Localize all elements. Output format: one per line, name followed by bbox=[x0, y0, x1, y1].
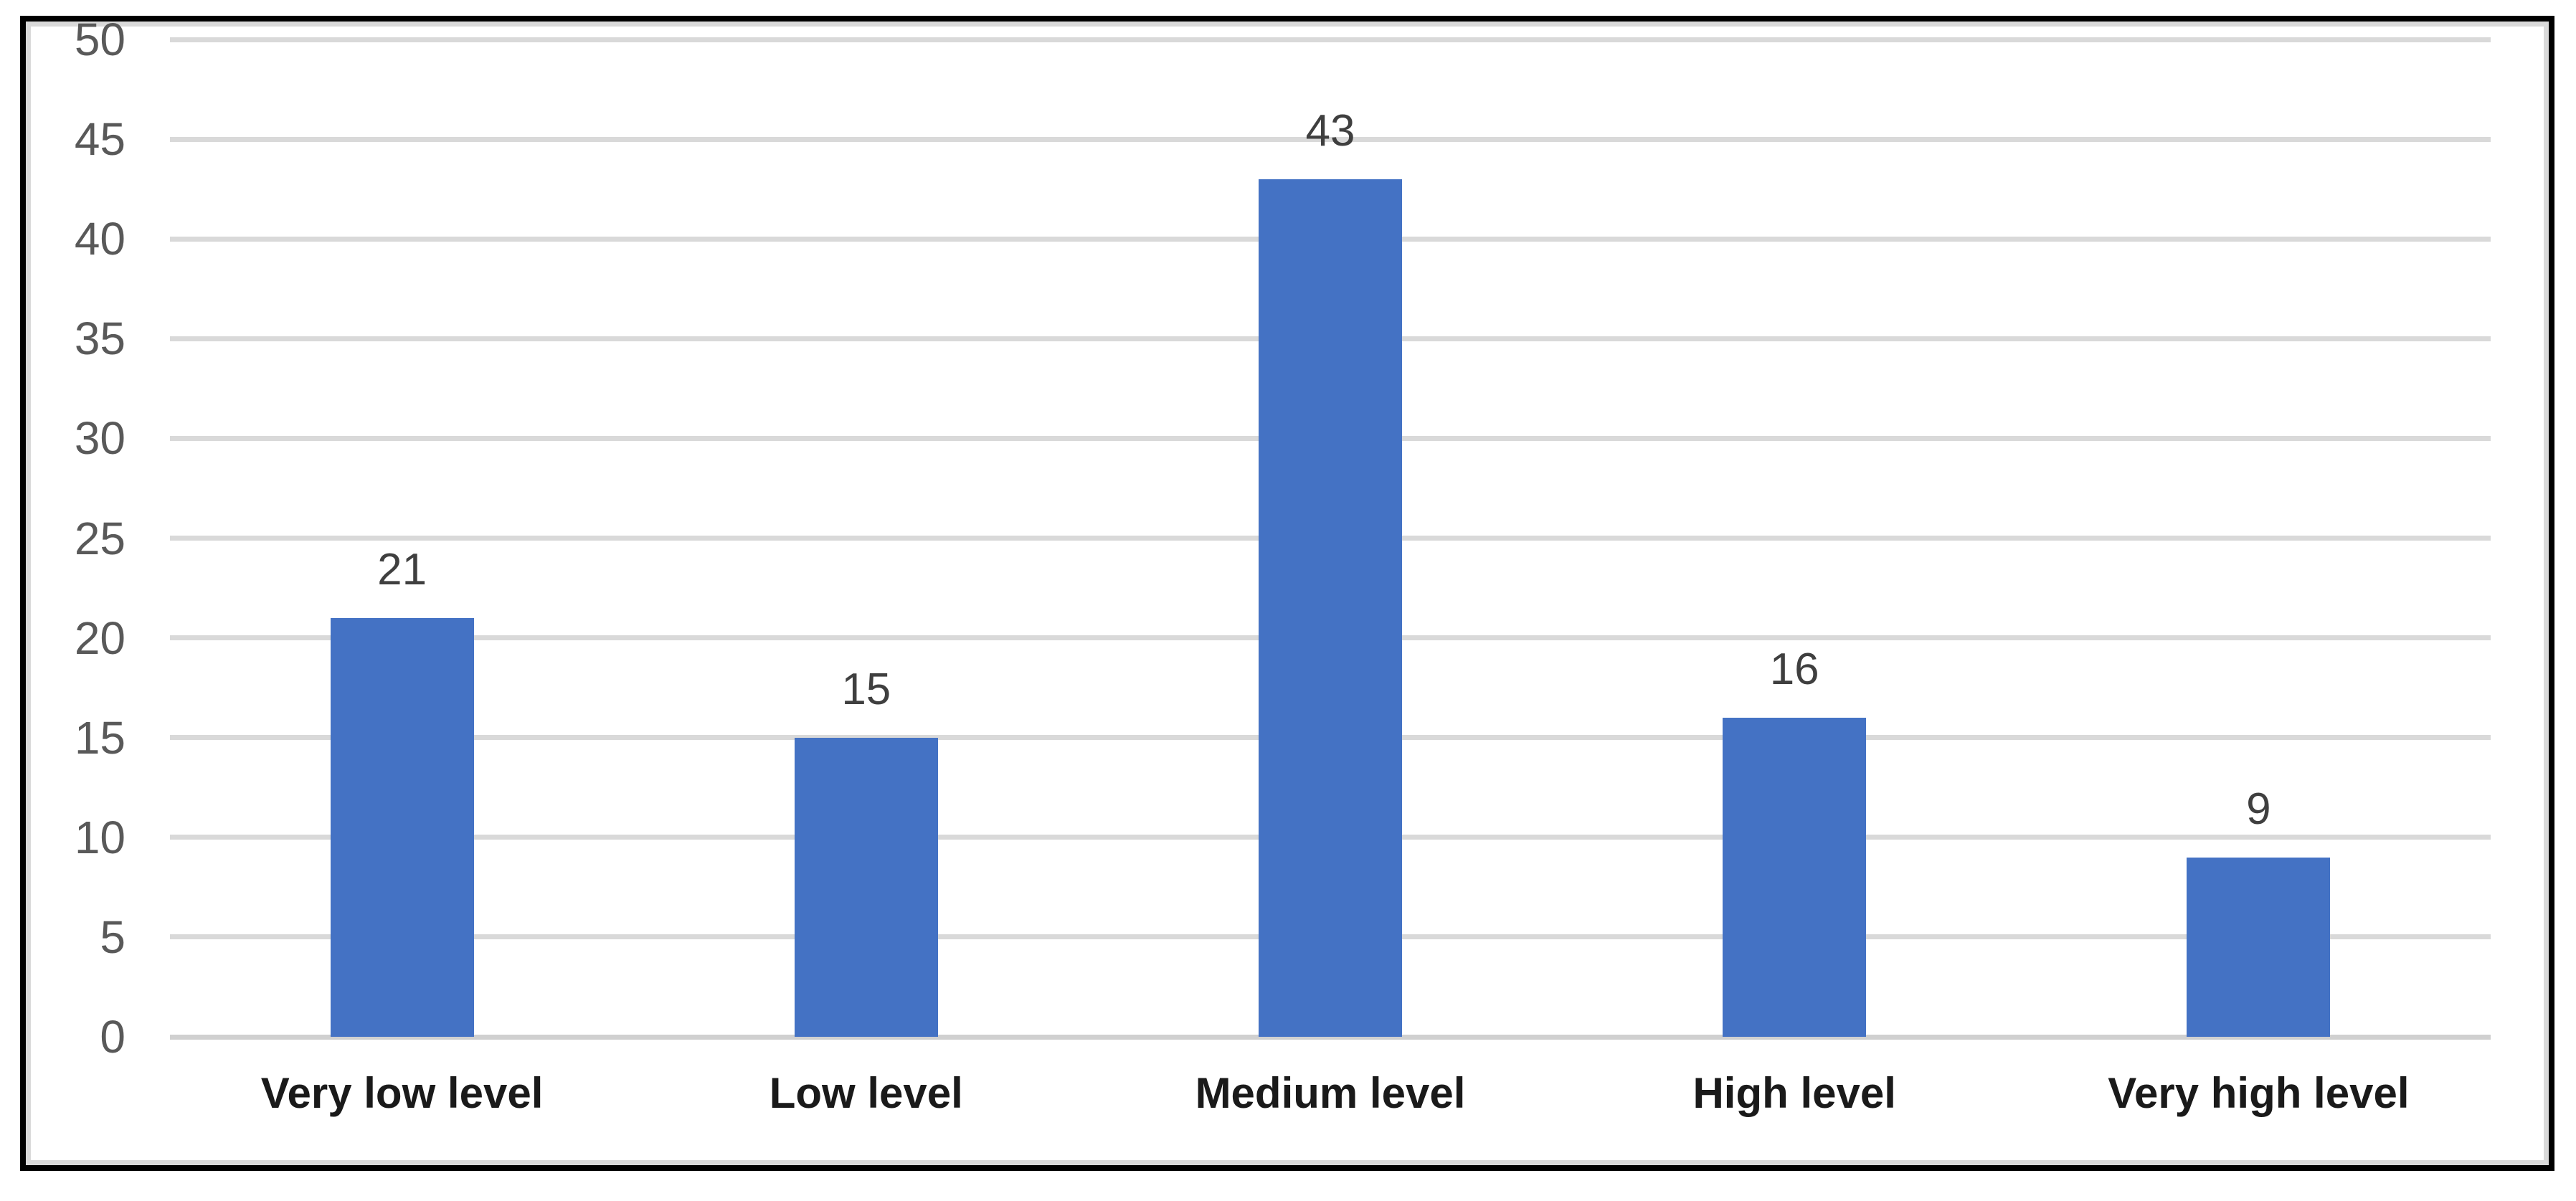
y-axis-tick-label: 35 bbox=[74, 313, 126, 365]
x-axis-category-label: Very high level bbox=[2108, 1069, 2410, 1117]
y-axis-tick-label: 40 bbox=[74, 213, 126, 265]
y-axis-tick-label: 10 bbox=[74, 811, 126, 863]
bar bbox=[1259, 179, 1402, 1037]
bar-value-label: 21 bbox=[377, 544, 427, 594]
y-axis-tick-label: 30 bbox=[74, 412, 126, 465]
bar bbox=[2187, 857, 2331, 1037]
bar-value-label: 9 bbox=[2246, 784, 2271, 834]
x-axis-category-label: Medium level bbox=[1195, 1069, 1466, 1117]
x-axis-line bbox=[170, 1034, 2491, 1040]
bar-value-label: 15 bbox=[841, 664, 891, 714]
bar bbox=[330, 617, 474, 1037]
bar-value-label: 43 bbox=[1305, 105, 1355, 156]
gridline bbox=[170, 37, 2491, 42]
y-axis-tick-label: 45 bbox=[74, 113, 126, 166]
bar-value-label: 16 bbox=[1769, 644, 1819, 694]
y-axis-tick-label: 50 bbox=[74, 14, 126, 65]
bar bbox=[1723, 717, 1867, 1037]
y-axis-tick-label: 20 bbox=[74, 612, 126, 664]
x-axis-category-label: Very low level bbox=[260, 1069, 544, 1117]
y-axis-tick-label: 15 bbox=[74, 711, 126, 764]
y-axis-tick-label: 25 bbox=[74, 512, 126, 564]
y-axis-tick-label: 0 bbox=[100, 1011, 126, 1063]
x-axis-category-label: Low level bbox=[769, 1069, 963, 1117]
y-axis-tick-label: 5 bbox=[100, 911, 126, 963]
gridline bbox=[170, 136, 2491, 142]
x-axis-category-label: High level bbox=[1692, 1069, 1896, 1117]
bar bbox=[794, 737, 938, 1037]
